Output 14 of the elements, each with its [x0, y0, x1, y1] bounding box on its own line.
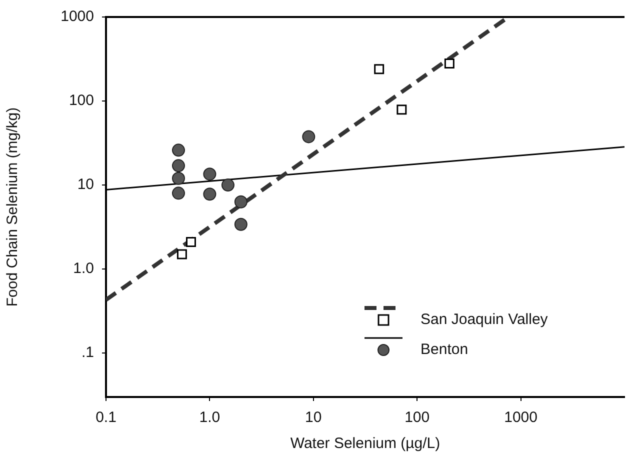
x-tick-label: 0.1: [96, 409, 116, 426]
x-tick-label: 10: [305, 409, 322, 426]
x-tick-label: 100: [404, 409, 430, 426]
y-tick-label: 1000: [60, 8, 94, 26]
x-axis-title: Water Selenium (µg/L): [290, 435, 440, 452]
y-tick-label: .1: [81, 344, 94, 362]
legend-label: San Joaquin Valley: [420, 311, 548, 328]
y-tick-label: 1.0: [73, 260, 94, 278]
y-axis-title: Food Chain Selenium (mg/kg): [4, 107, 22, 307]
y-tick-label: 10: [77, 176, 94, 194]
x-tick-label: 1.0: [199, 409, 220, 426]
y-tick-label: 100: [68, 92, 94, 110]
legend-label: Benton: [420, 341, 468, 358]
x-tick-label: 1000: [504, 409, 538, 426]
